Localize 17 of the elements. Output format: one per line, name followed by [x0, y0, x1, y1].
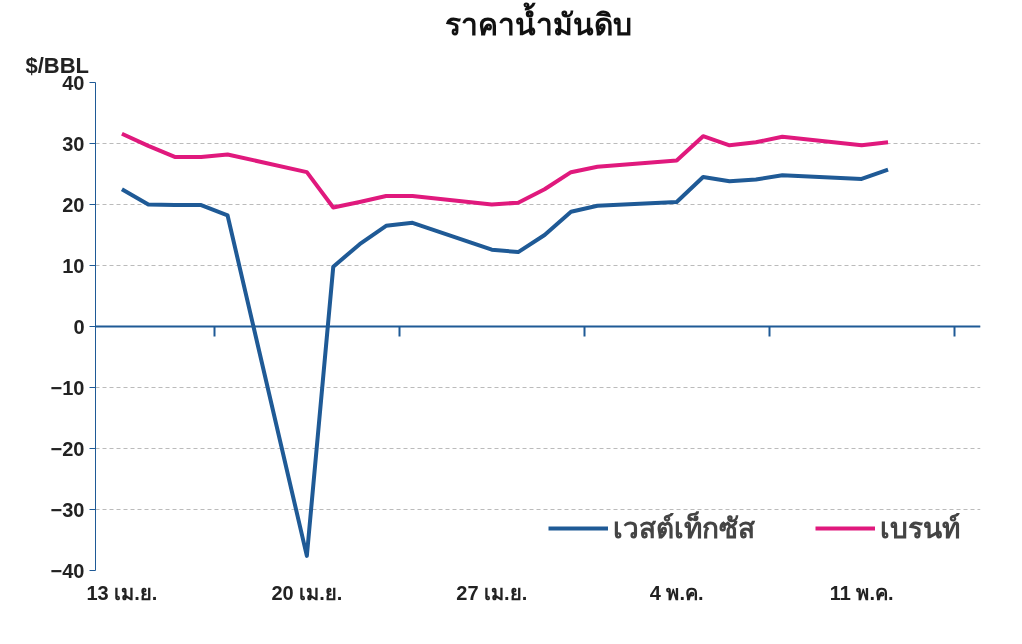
x-tick-label: 11 พ.ค.	[829, 581, 894, 604]
x-tick-label: 4 พ.ค.	[649, 581, 704, 604]
y-tick-label: 0	[73, 315, 85, 338]
y-tick-label: −20	[50, 437, 85, 460]
y-tick-label: 30	[62, 132, 85, 155]
x-tick-label: 13 เม.ย.	[86, 581, 158, 604]
chart-title: ราคาน้ำมันดิบ	[444, 1, 632, 41]
x-tick-label: 27 เม.ย.	[456, 581, 528, 604]
y-tick-label: −10	[50, 376, 85, 399]
legend-label: เวสต์เท็กซัส	[613, 510, 755, 546]
y-tick-label: −30	[50, 498, 85, 521]
y-tick-label: 20	[62, 193, 85, 216]
line-series	[119, 131, 891, 210]
legend-label: เบรนท์	[880, 512, 960, 546]
y-tick-label: 10	[62, 254, 85, 277]
x-tick-label: 20 เม.ย.	[271, 581, 343, 604]
y-tick-label: −40	[50, 559, 85, 582]
